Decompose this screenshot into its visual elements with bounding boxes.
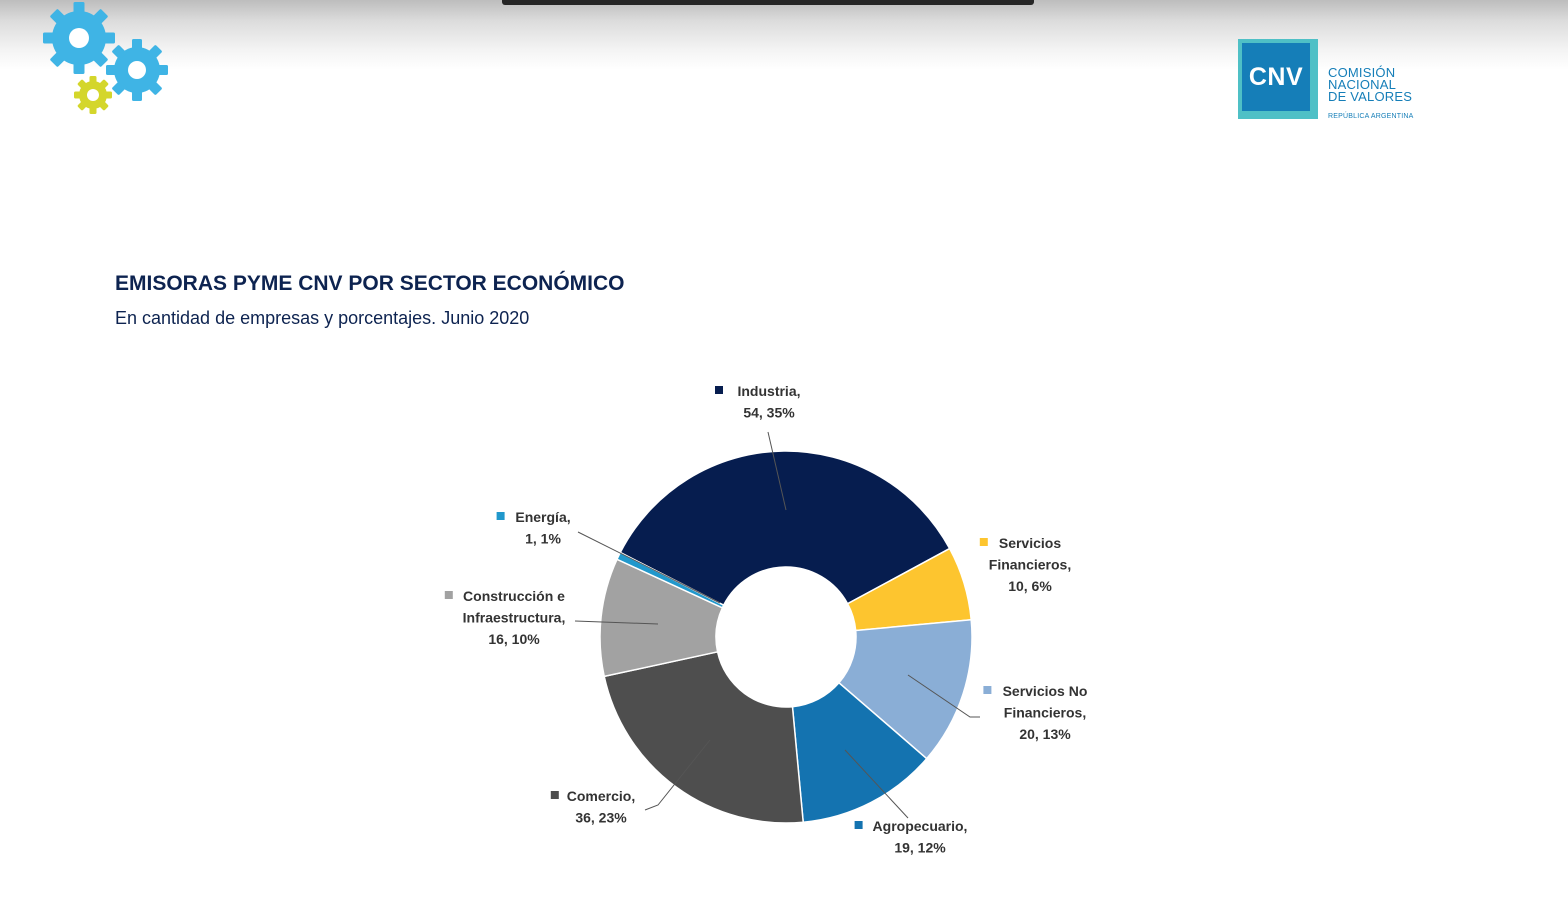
leader-line bbox=[767, 431, 787, 511]
legend-swatch bbox=[979, 538, 988, 546]
legend-swatch bbox=[983, 686, 992, 694]
legend-swatch bbox=[444, 591, 453, 599]
leader-line bbox=[574, 620, 659, 625]
data-label: Comercio, 36, 23% bbox=[567, 788, 635, 826]
legend-swatch bbox=[715, 386, 723, 394]
cnv-logo-mark: CNV bbox=[1238, 39, 1318, 119]
data-label: Servicios Financieros, 10, 6% bbox=[989, 535, 1071, 594]
slice-industria bbox=[619, 450, 951, 607]
data-label: Agropecuario, 19, 12% bbox=[873, 818, 968, 856]
data-label: Industria, 54, 35% bbox=[737, 383, 800, 421]
gears-icon bbox=[43, 2, 168, 114]
slice-servicios-no-financieros bbox=[837, 618, 973, 760]
cnv-logo-country: REPÚBLICA ARGENTINA bbox=[1328, 113, 1414, 120]
legend-swatch bbox=[550, 791, 559, 799]
legend-swatch bbox=[496, 512, 505, 520]
cnv-logo-line2: NACIONAL bbox=[1328, 77, 1397, 92]
legend-swatch bbox=[854, 821, 863, 829]
data-label: Construcción e Infraestructura, 16, 10% bbox=[463, 588, 566, 647]
window-top-bar bbox=[502, 0, 1034, 5]
leader-line bbox=[644, 739, 711, 811]
leader-line bbox=[844, 749, 909, 819]
leader-line bbox=[907, 674, 980, 718]
leader-line bbox=[577, 531, 721, 604]
slice-agropecuario bbox=[791, 681, 928, 824]
cnv-logo: CNV COMISIÓN NACIONAL DE VALORES REPÚBLI… bbox=[1238, 39, 1438, 123]
data-label: Energía, 1, 1% bbox=[515, 509, 570, 547]
donut-chart: Industria, 54, 35% Servicios Financieros, 10… bbox=[444, 383, 1088, 856]
slice-energia bbox=[616, 551, 725, 609]
cnv-logo-acronym: CNV bbox=[1242, 43, 1310, 111]
cnv-logo-line1: COMISIÓN bbox=[1328, 65, 1396, 80]
cnv-logo-name: COMISIÓN NACIONAL DE VALORES bbox=[1328, 65, 1438, 104]
chart-subtitle: En cantidad de empresas y porcentajes. J… bbox=[115, 308, 530, 328]
data-label: Servicios No Financieros, 20, 13% bbox=[1003, 683, 1088, 742]
slice-comercio bbox=[603, 650, 805, 824]
chart-title: EMISORAS PYME CNV POR SECTOR ECONÓMICO bbox=[115, 272, 625, 295]
cnv-logo-line3: DE VALORES bbox=[1328, 89, 1413, 104]
